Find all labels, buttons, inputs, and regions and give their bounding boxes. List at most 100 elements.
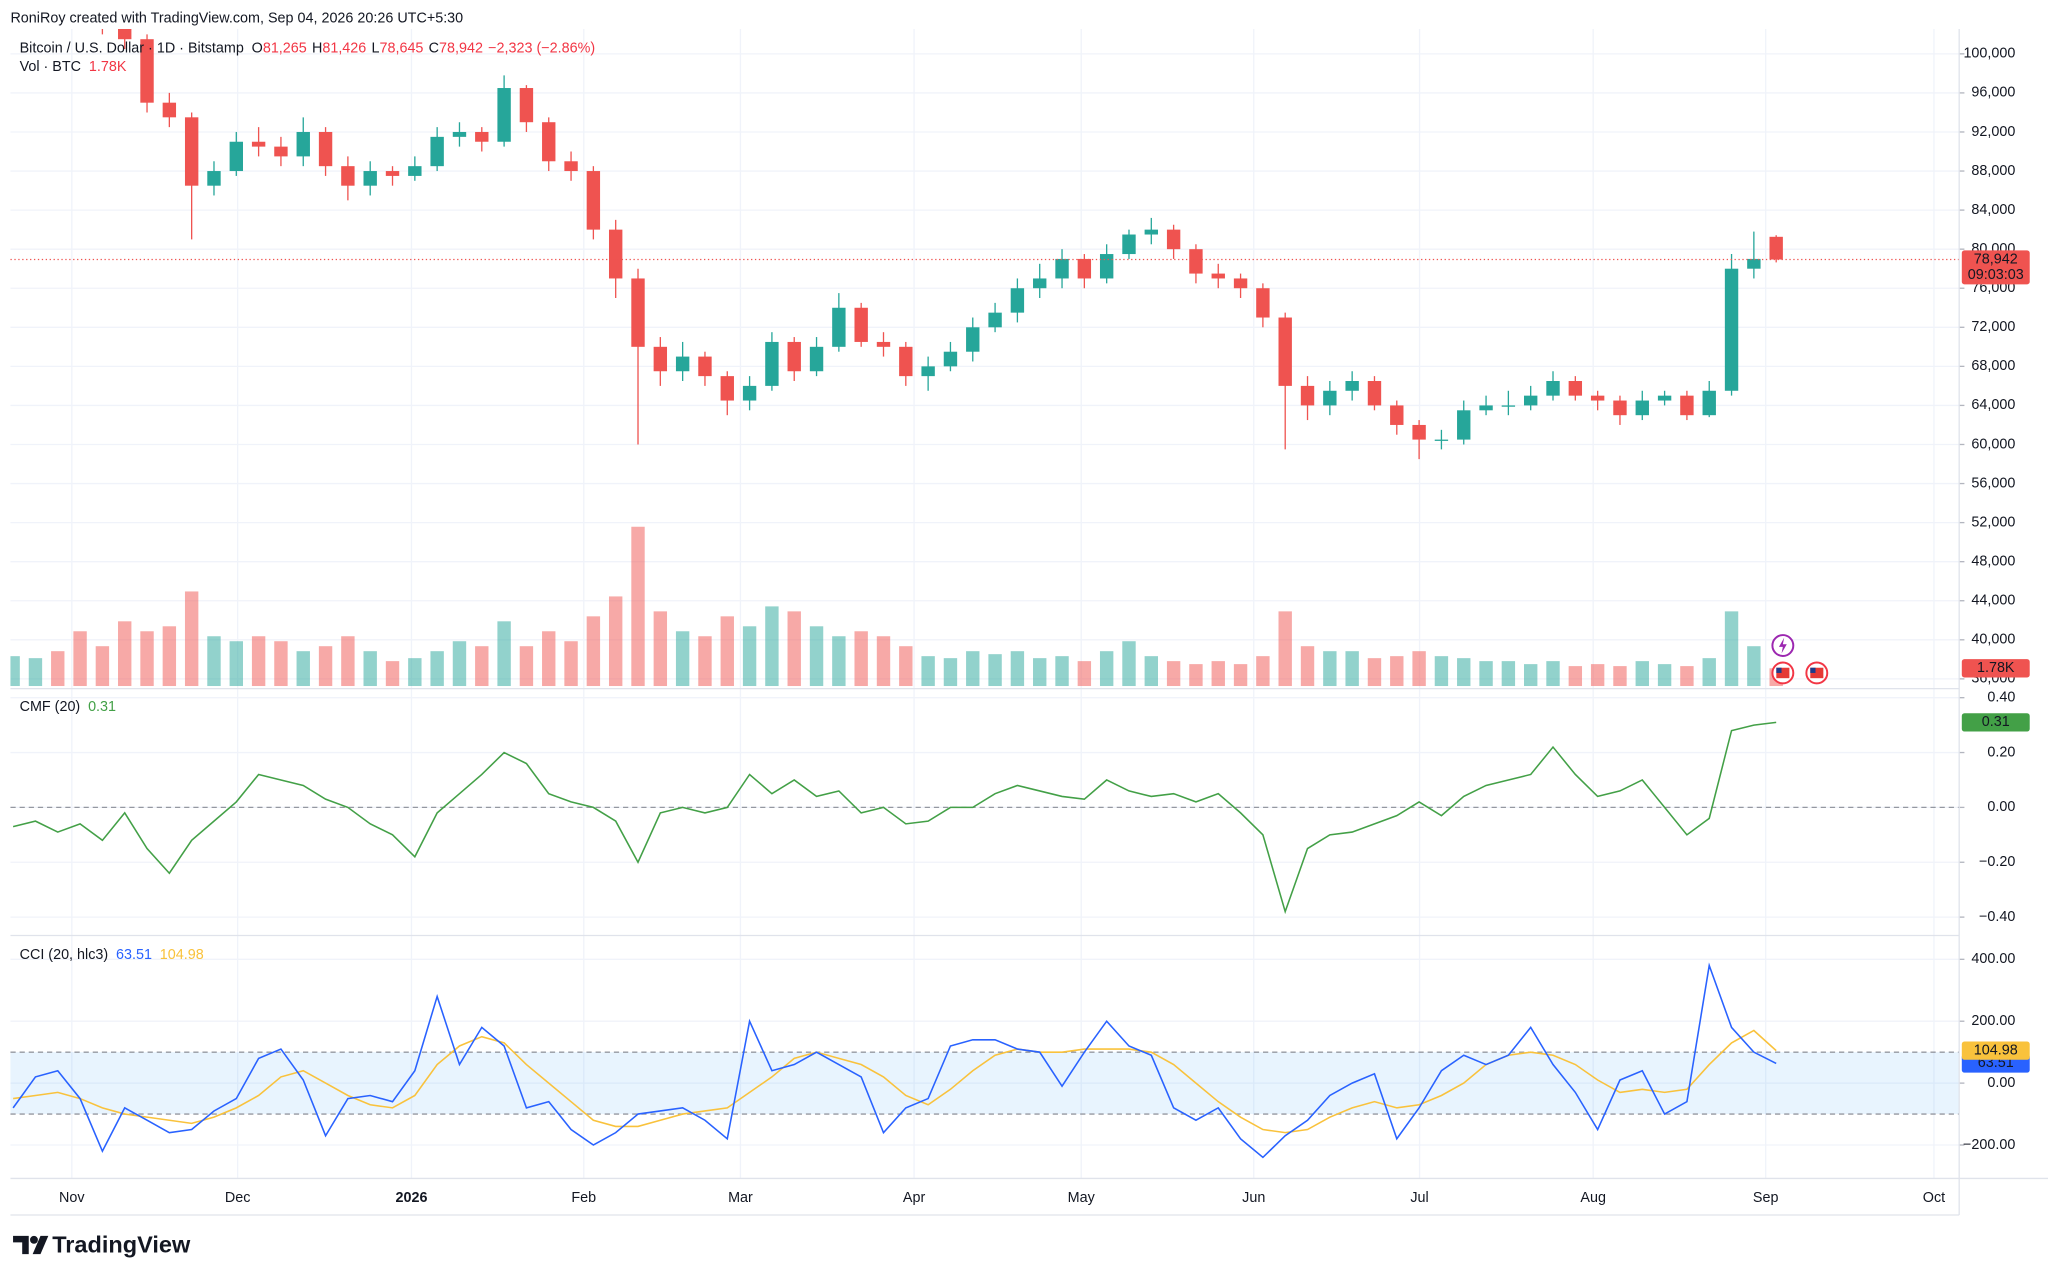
candle-body: [1590, 395, 1605, 401]
x-tick-label: Apr: [903, 1190, 926, 1206]
y-tick-label: 92,000: [1971, 124, 2015, 140]
candle-body: [1367, 381, 1382, 406]
y-tick-label: 200.00: [1971, 1013, 2015, 1029]
x-tick-label: Feb: [571, 1190, 596, 1206]
candle-body: [1457, 410, 1471, 440]
volume-bar: [832, 636, 846, 687]
volume-bar: [854, 631, 868, 687]
legend: CCI (20, hlc3) 63.51 104.98: [20, 947, 204, 963]
x-tick-label: Nov: [59, 1190, 85, 1206]
price-box-label: 0.31: [1982, 714, 2010, 730]
candle-body: [1747, 258, 1761, 269]
candle-body: [988, 312, 1002, 328]
candle-body: [899, 346, 913, 377]
volume-bar: [519, 646, 534, 687]
volume-bar: [341, 636, 355, 687]
price-box-label: 104.98: [1974, 1042, 2018, 1058]
price-box: [1961, 659, 2030, 678]
volume-bar: [542, 631, 556, 687]
x-tick-label: Mar: [728, 1190, 753, 1206]
cci-title: CCI (20, hlc3): [20, 947, 109, 963]
candle-body: [943, 351, 958, 367]
volume-bar: [1122, 641, 1136, 687]
volume-bar: [742, 626, 757, 687]
candle-body: [251, 141, 266, 147]
volume-bar: [118, 621, 132, 687]
y-tick-label: 52,000: [1971, 514, 2015, 530]
cmf-title: CMF (20): [20, 699, 81, 715]
candle-body: [876, 341, 891, 347]
event-icons[interactable]: [1771, 634, 1829, 685]
y-tick-label: 0.00: [1987, 1075, 2015, 1091]
candle-body: [1546, 381, 1560, 396]
candle-body: [519, 88, 534, 123]
volume-bar: [274, 641, 288, 687]
volume-bar: [1300, 646, 1315, 687]
ohlc-prefix: C: [429, 40, 439, 56]
candle-body: [1077, 258, 1092, 279]
plot-layer: Nov Dec 2026 Feb Mar Apr May Jun Jul Aug Sep Oct36,…: [10, 29, 2030, 1206]
candle-body: [363, 171, 377, 186]
volume-bar: [408, 658, 422, 687]
volume-bar: [162, 626, 177, 687]
ohlc-value: 78,645: [380, 40, 424, 56]
candle-body: [1233, 278, 1248, 289]
volume-bar: [430, 651, 444, 687]
candle-body: [184, 117, 199, 186]
volume-bar: [296, 651, 310, 687]
price-box: [1961, 713, 2030, 732]
candle-body: [1657, 395, 1672, 401]
candle-body: [296, 131, 310, 157]
candle-body: [854, 307, 868, 342]
brand: TradingView: [52, 1232, 191, 1258]
y-tick-label: 96,000: [1971, 85, 2015, 101]
price-box-label: 78,942: [1974, 251, 2018, 267]
volume-bar: [1323, 651, 1337, 687]
candle-body: [1390, 405, 1404, 425]
candle-body: [720, 376, 734, 401]
cci-value: 63.51: [116, 947, 152, 963]
price-box-label: 1.78K: [1977, 660, 2015, 676]
candle-body: [385, 171, 400, 176]
flag-glyph: [1810, 667, 1824, 679]
indicator-line: [12, 962, 1777, 1159]
x-tick-label: Sep: [1753, 1190, 1779, 1206]
candle-body: [1345, 381, 1359, 391]
y-tick-label: 64,000: [1971, 397, 2015, 413]
y-tick-label: 48,000: [1971, 553, 2015, 569]
price-box: [1961, 250, 2030, 285]
volume-bar: [876, 636, 891, 687]
volume-bar: [318, 646, 333, 687]
candle-body: [921, 366, 935, 377]
volume-bar: [1434, 656, 1449, 687]
y-tick-label: 0.20: [1987, 744, 2015, 760]
volume-bar: [698, 636, 712, 687]
symbol: Bitcoin / U.S. Dollar · 1D · Bitstamp: [20, 40, 244, 56]
volume-bar: [385, 661, 400, 687]
ohlc-value: 81,265: [263, 40, 307, 56]
candle-body: [1724, 268, 1739, 391]
y-tick-label: 72,000: [1971, 319, 2015, 335]
candle-body: [1189, 249, 1203, 274]
volume-bar: [809, 626, 824, 687]
ohlc-prefix: H: [312, 40, 322, 56]
candle-body: [1680, 395, 1694, 416]
indicator-line: [13, 1029, 1777, 1134]
legend: CMF (20) 0.31: [20, 699, 116, 715]
candles: [10, 29, 1783, 687]
volume-bar: [1613, 666, 1627, 687]
event-icon-glyph: [1778, 637, 1787, 654]
volume-bar: [1702, 658, 1716, 687]
logo-glyph: [32, 1235, 49, 1255]
y-tick-label: 40,000: [1971, 632, 2015, 648]
volume-bar: [1278, 611, 1292, 687]
x-tick-label: Jul: [1410, 1190, 1428, 1206]
volume-bar: [51, 651, 65, 687]
volume-bar: [1568, 666, 1583, 687]
y-tick-label: 100,000: [1963, 46, 2015, 62]
y-tick-label: 68,000: [1971, 358, 2015, 374]
volume-bar: [608, 596, 623, 687]
volume-bar: [1724, 611, 1739, 687]
candle-body: [318, 131, 333, 167]
